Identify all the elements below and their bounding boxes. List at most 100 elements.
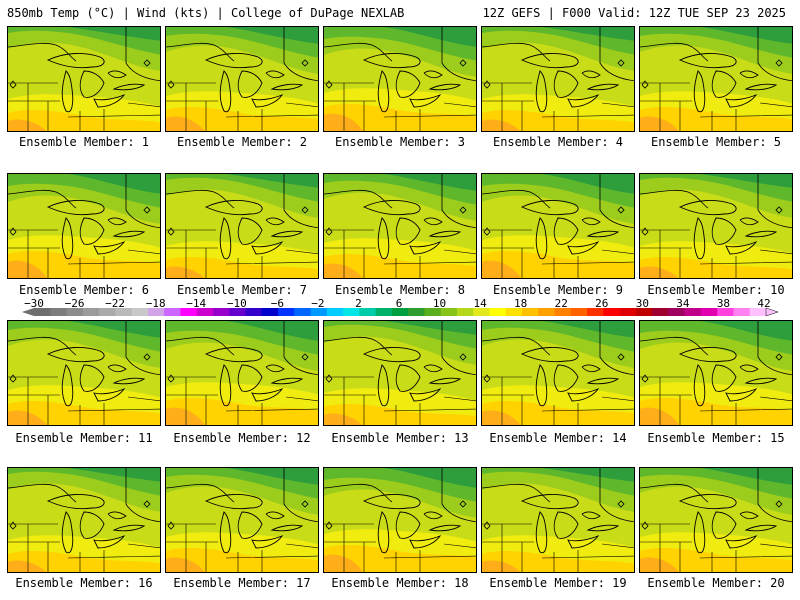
- colorbar-tick-label: 18: [514, 297, 528, 310]
- colorbar-tick-label: −6: [270, 297, 284, 310]
- ensemble-panel: [165, 173, 319, 279]
- ensemble-panel: [481, 26, 635, 132]
- colorbar-segment: [326, 308, 344, 316]
- ensemble-panel: [639, 320, 793, 426]
- colorbar-segment: [131, 308, 149, 316]
- colorbar-segment: [115, 308, 132, 316]
- ensemble-member-label: Ensemble Member: 17: [173, 576, 311, 590]
- ensemble-panel: [481, 173, 635, 279]
- ensemble-panel: [323, 467, 477, 573]
- colorbar-segment: [700, 308, 718, 316]
- colorbar-segment: [749, 308, 767, 316]
- ensemble-member-label: Ensemble Member: 16: [15, 576, 153, 590]
- temperature-map: [640, 468, 792, 572]
- colorbar-segment: [245, 308, 263, 316]
- ensemble-panel: [481, 320, 635, 426]
- ensemble-member-label: Ensemble Member: 18: [331, 576, 469, 590]
- ensemble-member-label: Ensemble Member: 19: [489, 576, 627, 590]
- colorbar-segment: [440, 308, 458, 316]
- colorbar-tick-label: 2: [355, 297, 362, 310]
- ensemble-member-label: Ensemble Member: 3: [334, 135, 466, 149]
- temperature-map: [8, 174, 160, 278]
- colorbar-segment: [164, 308, 181, 316]
- colorbar-segment: [343, 308, 360, 316]
- temperature-map: [324, 468, 476, 572]
- colorbar-segment: [375, 308, 393, 316]
- colorbar-tick-label: 14: [473, 297, 487, 310]
- colorbar-segment: [408, 308, 425, 316]
- colorbar-segment: [635, 308, 653, 316]
- temperature-map: [166, 174, 318, 278]
- ensemble-member-label: Ensemble Member: 12: [173, 431, 311, 445]
- colorbar-segment: [522, 308, 539, 316]
- colorbar-segment: [733, 308, 751, 316]
- colorbar-segment: [538, 308, 555, 316]
- ensemble-panel: [639, 26, 793, 132]
- colorbar-tick-label: −26: [64, 297, 85, 310]
- ensemble-member-label: Ensemble Member: 11: [15, 431, 153, 445]
- temperature-map: [640, 174, 792, 278]
- colorbar-segment: [99, 308, 116, 316]
- ensemble-member-label: Ensemble Member: 13: [331, 431, 469, 445]
- temperature-map: [482, 468, 634, 572]
- ensemble-panel: [481, 467, 635, 573]
- temperature-map: [482, 27, 634, 131]
- ensemble-panel: [323, 320, 477, 426]
- ensemble-panel: [165, 320, 319, 426]
- temperature-map: [324, 174, 476, 278]
- ensemble-member-label: Ensemble Member: 4: [492, 135, 624, 149]
- colorbar-segment: [294, 308, 311, 316]
- temperature-map: [166, 27, 318, 131]
- colorbar-segment: [82, 308, 100, 316]
- temperature-map: [482, 174, 634, 278]
- colorbar-tick-label: 30: [635, 297, 649, 310]
- colorbar-segment: [278, 308, 295, 316]
- ensemble-member-label: Ensemble Member: 6: [18, 283, 150, 297]
- colorbar-tick-label: 6: [395, 297, 403, 310]
- colorbar-segment: [196, 308, 214, 316]
- colorbar-tick-label: −10: [226, 297, 247, 310]
- ensemble-panel: [165, 467, 319, 573]
- colorbar-segment: [668, 308, 686, 316]
- temperature-map: [324, 27, 476, 131]
- colorbar-segment: [603, 308, 620, 316]
- temperature-map: [166, 468, 318, 572]
- colorbar-tick-label: 38: [716, 297, 731, 310]
- temperature-map: [640, 27, 792, 131]
- colorbar-segment: [619, 308, 637, 316]
- colorbar-tick-label: −14: [186, 297, 207, 310]
- ensemble-member-label: Ensemble Member: 15: [647, 431, 785, 445]
- colorbar-tick-label: 26: [595, 297, 609, 310]
- colorbar-segment: [456, 308, 474, 316]
- colorbar-segment: [66, 308, 84, 316]
- colorbar-segment: [229, 308, 246, 316]
- temperature-map: [8, 321, 160, 425]
- temperature-map: [8, 468, 160, 572]
- ensemble-member-label: Ensemble Member: 8: [334, 283, 466, 297]
- colorbar-segment: [684, 308, 702, 316]
- ensemble-panel: [639, 173, 793, 279]
- ensemble-panel: [7, 26, 161, 132]
- ensemble-member-label: Ensemble Member: 5: [650, 135, 782, 149]
- colorbar-tick-label: −2: [311, 297, 325, 310]
- ensemble-member-label: Ensemble Member: 14: [489, 431, 627, 445]
- ensemble-member-label: Ensemble Member: 1: [18, 135, 150, 149]
- colorbar-segment: [310, 308, 328, 316]
- colorbar-segment: [424, 308, 442, 316]
- ensemble-member-label: Ensemble Member: 10: [647, 283, 785, 297]
- colorbar-segment: [652, 308, 669, 316]
- temperature-map: [640, 321, 792, 425]
- colorbar-segment: [505, 308, 523, 316]
- colorbar-segment: [50, 308, 67, 316]
- header-left-title: 850mb Temp (°C) | Wind (kts) | College o…: [7, 6, 405, 20]
- colorbar-tick-label: 42: [757, 297, 771, 310]
- ensemble-member-label: Ensemble Member: 20: [647, 576, 785, 590]
- colorbar-segment: [147, 308, 165, 316]
- ensemble-panel: [7, 320, 161, 426]
- ensemble-member-label: Ensemble Member: 2: [176, 135, 308, 149]
- colorbar-segment: [473, 308, 490, 316]
- colorbar-tick-label: 22: [554, 297, 568, 310]
- temperature-map: [482, 321, 634, 425]
- colorbar-max-arrow: [765, 307, 779, 317]
- colorbar-tick-label: −18: [145, 297, 166, 310]
